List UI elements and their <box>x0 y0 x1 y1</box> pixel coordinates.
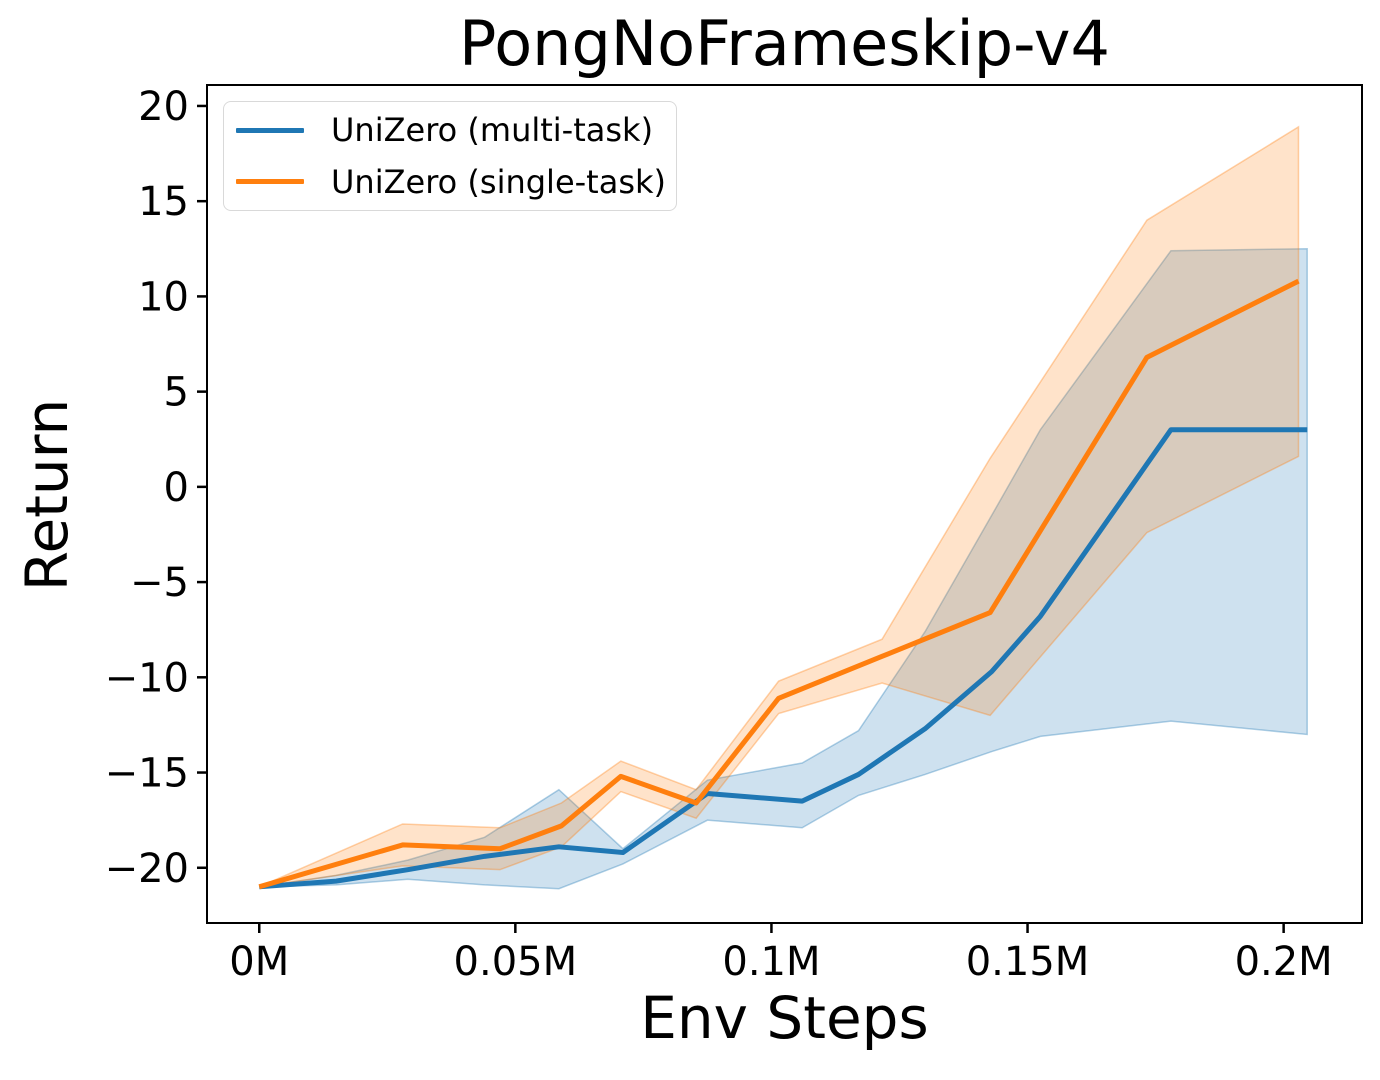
x-tick-label: 0.2M <box>1235 939 1333 985</box>
x-axis-label: Env Steps <box>640 984 929 1052</box>
y-tick-label: 10 <box>138 274 189 320</box>
mean-line <box>258 278 1300 890</box>
y-tick-label: 20 <box>138 84 189 130</box>
multi-task-line-swatch <box>236 127 304 133</box>
legend-label-single-task: UniZero (single-task) <box>331 162 667 201</box>
legend: UniZero (multi-task) UniZero (single-tas… <box>223 101 677 211</box>
single-task-line-swatch <box>236 179 304 185</box>
mean-line <box>259 427 1308 890</box>
confidence-band <box>258 125 1300 888</box>
legend-entry-multi-task: UniZero (multi-task) <box>224 105 676 155</box>
x-tick-label: 0.05M <box>454 939 578 985</box>
y-tick-label: −10 <box>105 655 189 701</box>
y-tick-label: 15 <box>138 179 189 225</box>
confidence-band <box>259 248 1308 890</box>
y-tick-label: −20 <box>105 846 189 892</box>
y-tick-label: 0 <box>164 465 189 511</box>
legend-label-multi-task: UniZero (multi-task) <box>331 111 654 150</box>
legend-entry-single-task: UniZero (single-task) <box>224 157 676 207</box>
chart-title: PongNoFrameskip-v4 <box>459 7 1110 80</box>
y-tick-label: 5 <box>164 370 189 416</box>
y-tick-label: −5 <box>130 560 189 606</box>
x-tick-label: 0.1M <box>722 939 820 985</box>
axes-spines <box>206 84 1363 924</box>
y-axis-label: Return <box>13 398 81 592</box>
y-tick-label: −15 <box>105 751 189 797</box>
x-tick-label: 0.15M <box>966 939 1090 985</box>
x-tick-label: 0M <box>229 939 289 985</box>
